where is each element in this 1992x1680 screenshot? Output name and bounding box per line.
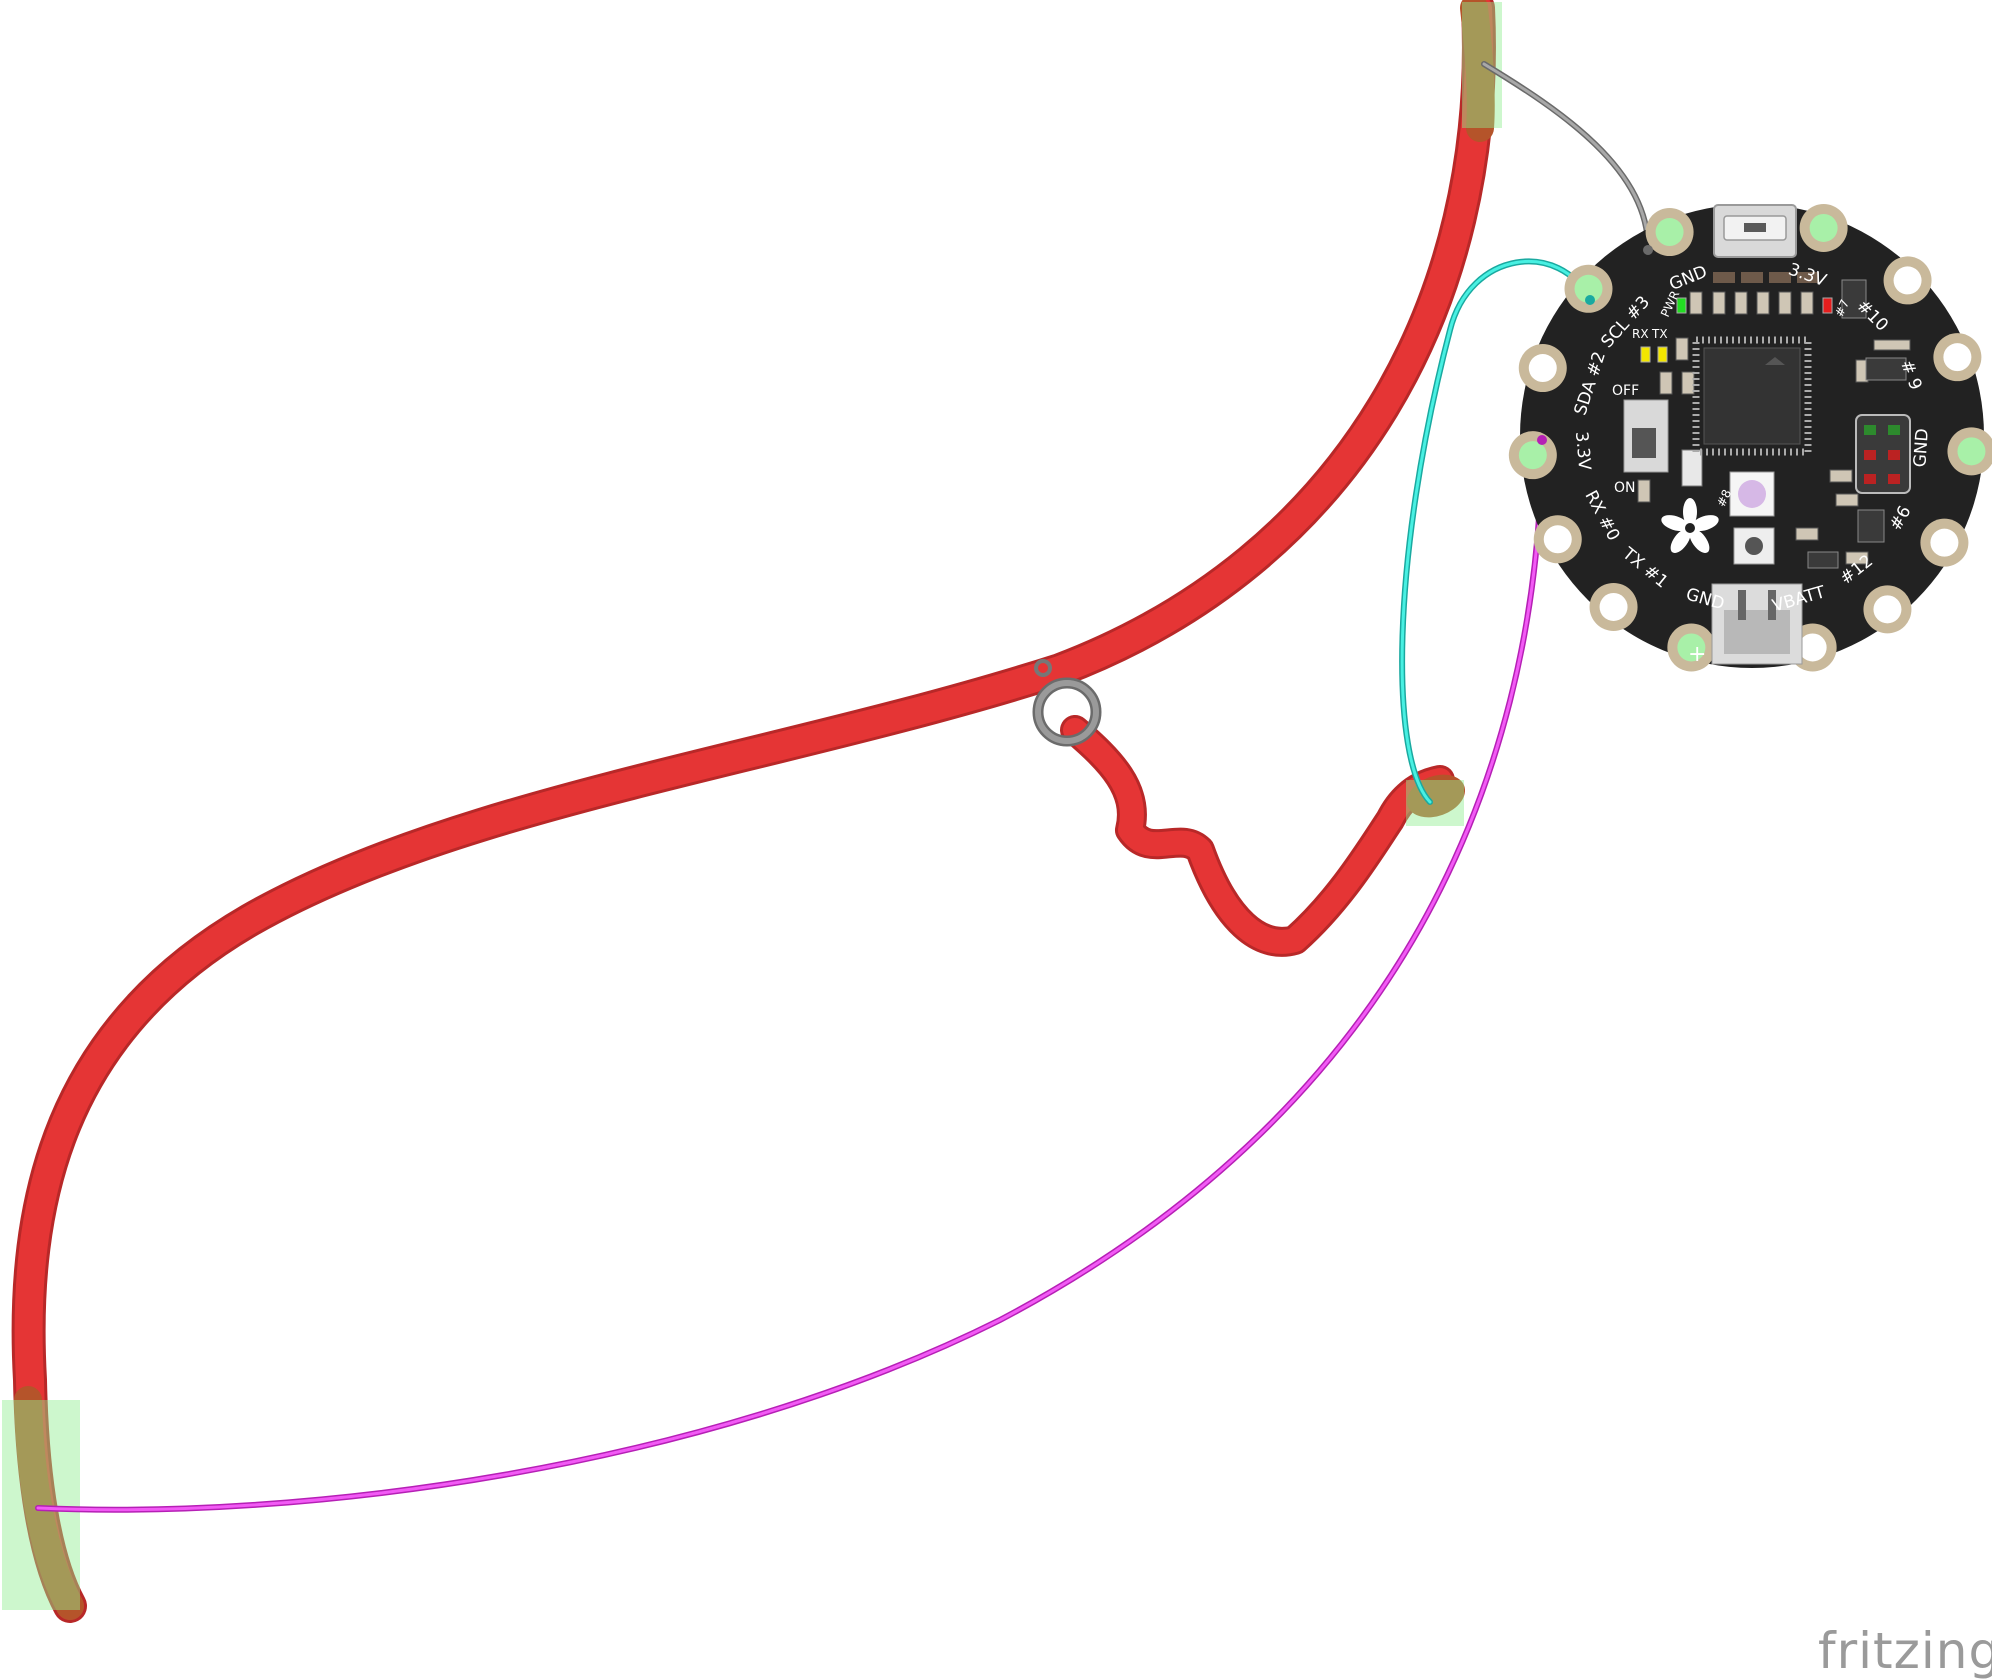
wire-end-gray [1643, 245, 1653, 255]
pad-hole-gnd-top [1655, 218, 1684, 247]
battery-connector [1711, 583, 1803, 665]
connector-highlight-bottom [2, 1400, 80, 1610]
thread-main-loop [11, 0, 1496, 1623]
pad-hole-rx [1543, 525, 1572, 554]
wire-end-cyan [1585, 295, 1595, 305]
rx-led [1640, 346, 1651, 363]
d7-label: #7 [1832, 297, 1852, 319]
fritzing-watermark: fritzing [1818, 1622, 1992, 1680]
pad-label-gnd-right: GND [1910, 428, 1933, 468]
conductive-thread-trace [2, 0, 1502, 1623]
pad-hole-d9 [1943, 343, 1972, 372]
connector-highlight-branch [1406, 780, 1464, 826]
on-label: ON [1614, 480, 1636, 496]
pad-hole-v33-right [1809, 213, 1838, 242]
adafruit-logo [1661, 498, 1719, 553]
off-label: OFF [1612, 383, 1639, 399]
power-switch[interactable] [1623, 399, 1669, 473]
wires [35, 61, 1652, 1513]
thread-end-top [1460, 0, 1495, 142]
rx-label: RX [1632, 327, 1649, 341]
wire-magenta-3v3[interactable] [35, 437, 1545, 1513]
microcontroller-chip [1692, 336, 1812, 456]
pad-hole-d6 [1930, 528, 1959, 557]
d8-label: #8 [1714, 487, 1734, 509]
wire-gray-gnd[interactable] [1481, 61, 1652, 253]
pad-hole-sda [1528, 354, 1557, 383]
minus-label: − [1802, 642, 1820, 667]
d7-led [1822, 297, 1833, 314]
neopixel [1729, 471, 1775, 517]
pad-hole-gnd-bottom [1677, 633, 1706, 662]
thread-end-bottom [14, 1386, 84, 1620]
reset-button[interactable] [1733, 527, 1775, 565]
header-pins [1855, 414, 1911, 494]
pad-hole-v33-left [1518, 441, 1547, 470]
pad-label-v33-left: 3.3V [1571, 431, 1594, 472]
tx-led [1657, 346, 1668, 363]
pad-hole-gnd-right [1957, 437, 1986, 466]
smd-components [1637, 272, 1911, 569]
snap-ring-small [1034, 659, 1052, 677]
pad-hole-scl [1574, 274, 1603, 303]
pad-hole-vbatt [1798, 633, 1827, 662]
pad-hole-tx [1599, 592, 1628, 621]
plus-label: + [1688, 642, 1706, 667]
tx-label: TX [1651, 327, 1668, 341]
pad-hole-d10 [1893, 266, 1922, 295]
board-pads [1508, 203, 1992, 672]
usb-connector [1713, 204, 1797, 258]
pad-hole-d12 [1873, 595, 1902, 624]
wire-end-magenta [1537, 435, 1547, 445]
pwr-led [1676, 297, 1687, 314]
